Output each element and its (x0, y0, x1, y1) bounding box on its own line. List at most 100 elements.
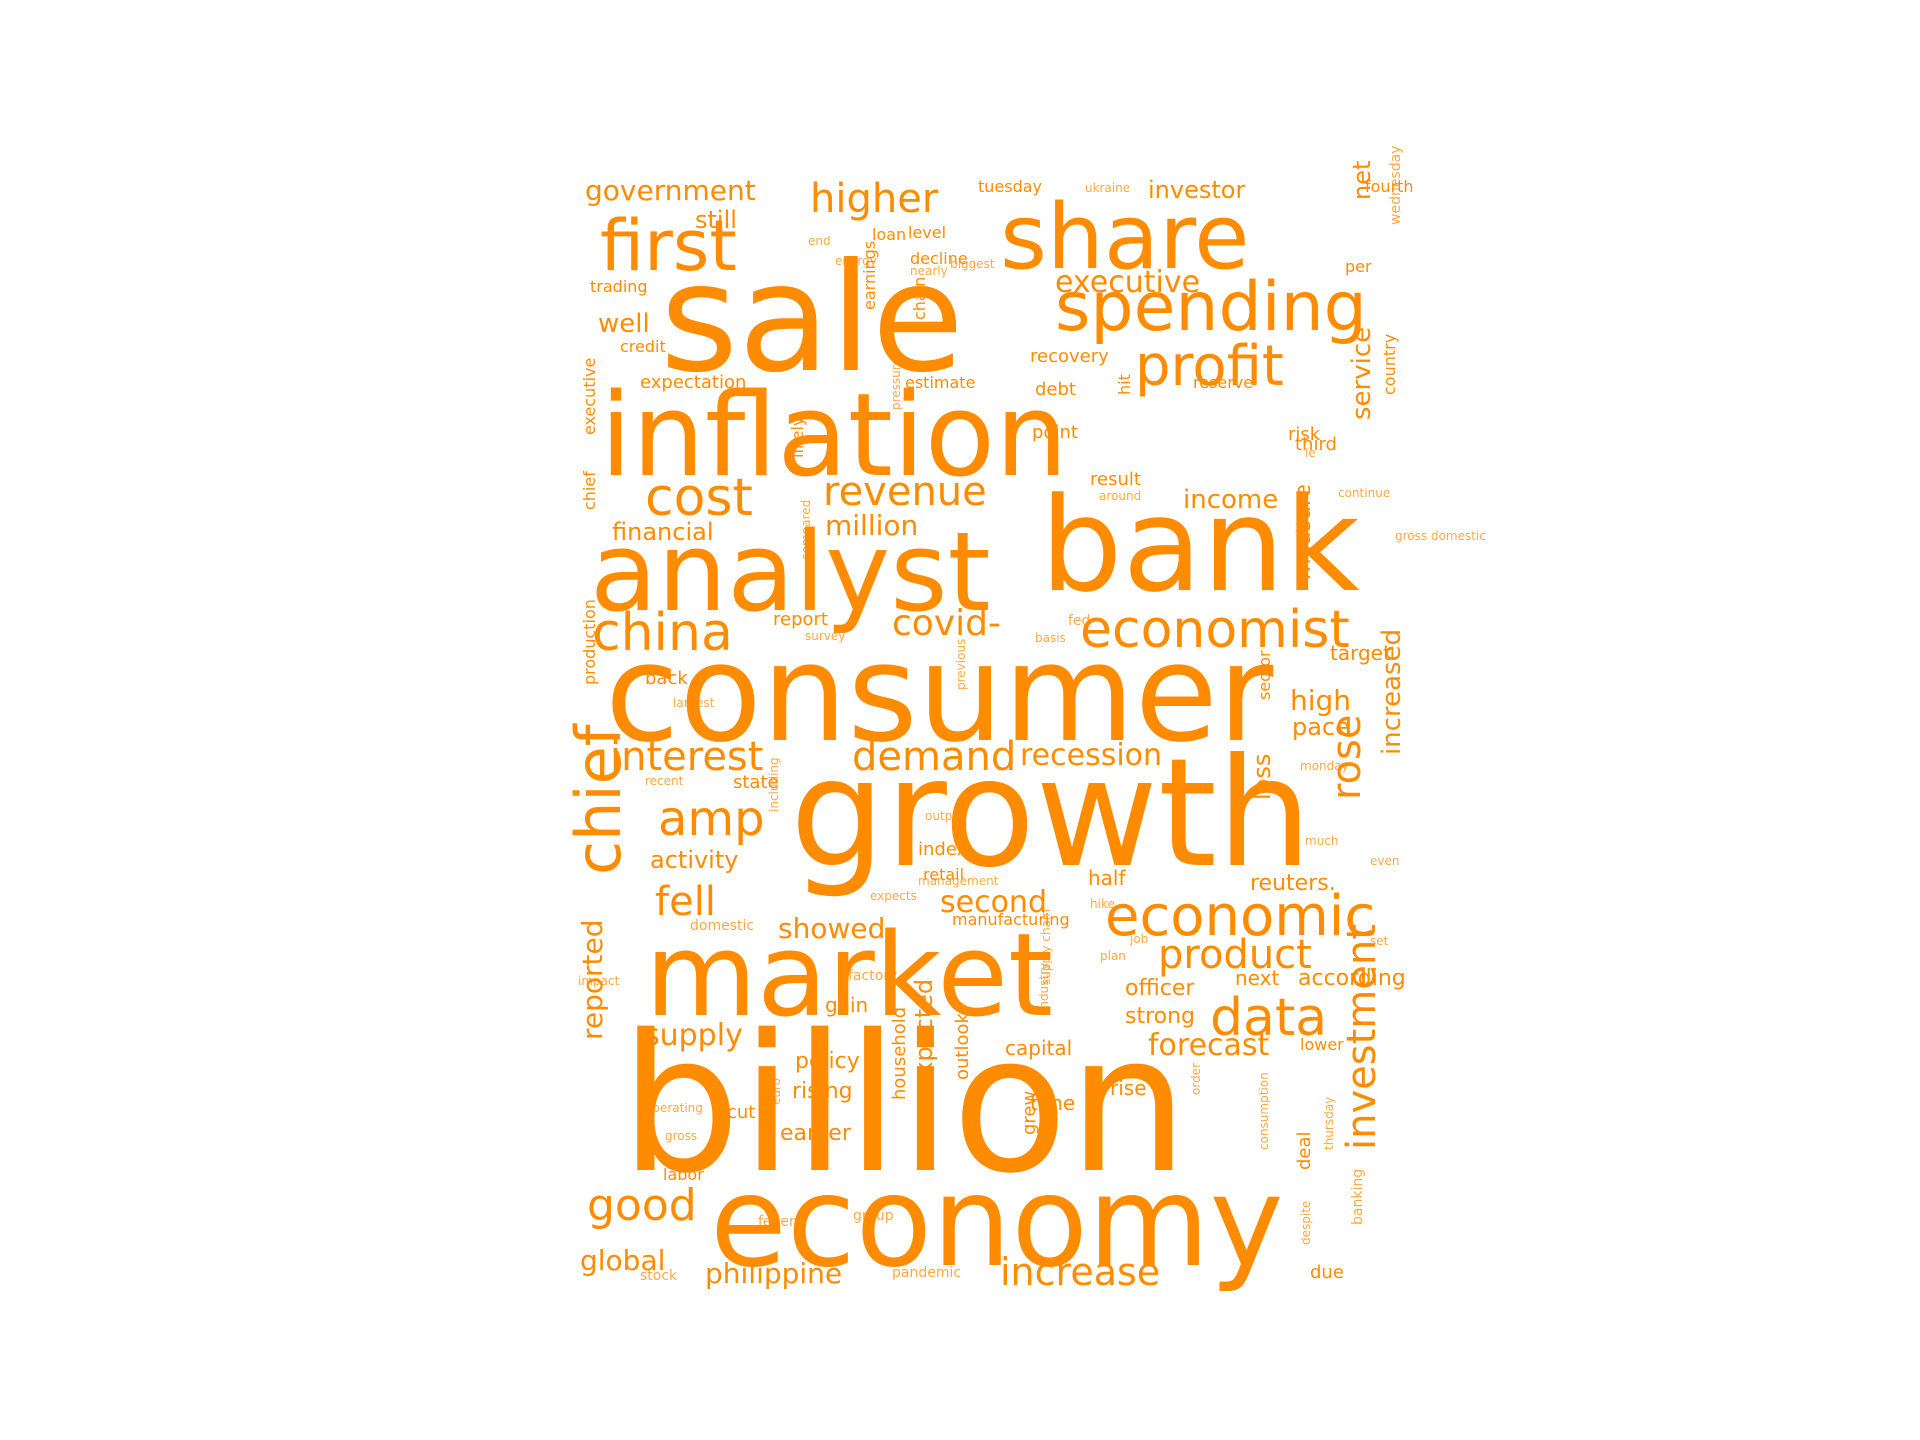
cloud-word: pandemic (892, 1265, 961, 1281)
cloud-word: level (908, 223, 946, 242)
cloud-word: plan (1100, 949, 1126, 963)
cloud-word: risk (1288, 424, 1321, 445)
cloud-word: expected (910, 979, 938, 1090)
cloud-word: end (808, 234, 831, 248)
cloud-word: impact (578, 974, 620, 988)
cloud-word: wednesday (1388, 146, 1404, 225)
cloud-word: recovery (1030, 346, 1109, 367)
cloud-word: expects (870, 889, 917, 903)
cloud-word: rose (1324, 715, 1370, 801)
cloud-word: country (1380, 334, 1399, 395)
cloud-word: production (580, 599, 599, 685)
cloud-word: revenue (823, 469, 987, 515)
cloud-word: chain (910, 277, 929, 320)
cloud-word: hit (1115, 374, 1134, 395)
cloud-word: half (1088, 866, 1126, 890)
cloud-word: biggest (950, 257, 995, 271)
cloud-word: earnings (860, 241, 879, 310)
cloud-word: higher (810, 176, 939, 222)
cloud-word: investment (1339, 924, 1385, 1150)
cloud-word: inflation (600, 369, 1068, 503)
cloud-word: officer (1125, 976, 1195, 1001)
cloud-word: tuesday (978, 177, 1042, 196)
cloud-word: continue (1338, 486, 1390, 500)
cloud-word: third (1295, 434, 1337, 455)
cloud-word: domestic (690, 918, 754, 934)
cloud-word: nearly (910, 264, 948, 278)
cloud-word: showed (778, 912, 885, 945)
cloud-word: market (645, 909, 1053, 1043)
cloud-word: economic (1105, 884, 1375, 949)
cloud-word: second (940, 885, 1047, 920)
cloud-word: lower (1300, 1035, 1344, 1054)
cloud-word: euro (769, 1078, 783, 1105)
cloud-word: loan (872, 225, 906, 244)
cloud-word: sale (660, 232, 964, 406)
cloud-word: demand (852, 734, 1016, 780)
cloud-word: according (1298, 966, 1406, 991)
cloud-word: first (600, 205, 737, 287)
cloud-word: data (1210, 988, 1327, 1048)
cloud-word: point (1032, 422, 1078, 443)
cloud-word: job (1129, 932, 1148, 946)
cloud-word: recent (645, 774, 684, 788)
cloud-word: million (825, 509, 918, 542)
cloud-word: forecast (1148, 1028, 1270, 1063)
cloud-word: gross domestic (1395, 529, 1486, 543)
cloud-word: largest (673, 696, 715, 710)
cloud-word: covid- (892, 603, 1001, 644)
cloud-word: financial (612, 518, 713, 546)
cloud-word: industry (1037, 963, 1051, 1012)
cloud-word: chief (562, 722, 635, 875)
cloud-word: even (1370, 854, 1399, 868)
cloud-word: back (645, 668, 688, 689)
cloud-word: trading (590, 277, 648, 296)
cloud-word: fell (655, 879, 716, 925)
cloud-word: service (1347, 327, 1377, 420)
cloud-word: profit (1135, 334, 1284, 399)
cloud-word: economist (1080, 600, 1350, 660)
cloud-word: gain (825, 993, 868, 1017)
cloud-word: expectation (640, 372, 746, 393)
cloud-word: consumer (605, 615, 1274, 772)
cloud-word: basis (1035, 631, 1066, 645)
cloud-word: recession (1020, 738, 1162, 773)
cloud-word: reported (576, 919, 609, 1040)
cloud-word: government (585, 174, 756, 207)
cloud-word: state (733, 772, 779, 793)
cloud-word: high (1290, 684, 1351, 717)
cloud-word: grew (1019, 1091, 1040, 1135)
cloud-word: sector (1255, 650, 1274, 700)
cloud-word: household (889, 1007, 910, 1100)
cloud-word: order (1189, 1063, 1203, 1095)
cloud-word: net (1348, 161, 1376, 200)
cloud-word: much (1305, 834, 1339, 848)
cloud-word: per (1345, 257, 1372, 276)
cloud-word: management (918, 874, 999, 888)
cloud-word: well (598, 309, 650, 339)
cloud-word: bank (1040, 469, 1360, 621)
cloud-word: manufacturing (952, 910, 1070, 929)
cloud-word: credit (620, 337, 666, 356)
cloud-word: earlier (780, 1121, 852, 1146)
cloud-word: reserve (1193, 373, 1253, 392)
cloud-word: target (1330, 641, 1391, 665)
cloud-word: output (925, 809, 965, 823)
cloud-word: time (1030, 1091, 1075, 1115)
cloud-word: labor (663, 1165, 704, 1184)
cloud-word: rise (1110, 1076, 1147, 1100)
cloud-word: next (1235, 966, 1279, 990)
cloud-word: likely (788, 417, 807, 458)
cloud-word: cost (645, 468, 753, 528)
cloud-word: measure (1291, 484, 1316, 580)
cloud-word: investor (1148, 176, 1245, 204)
cloud-word: interest (610, 734, 763, 780)
cloud-word: spending (1055, 268, 1367, 347)
cloud-word: index (918, 839, 968, 860)
cloud-word: fourth (1365, 177, 1414, 196)
cloud-word: billion (620, 994, 1188, 1215)
cloud-word: activity (650, 846, 738, 874)
cloud-word: growth (790, 727, 1312, 901)
cloud-word: increase (1000, 1250, 1160, 1294)
